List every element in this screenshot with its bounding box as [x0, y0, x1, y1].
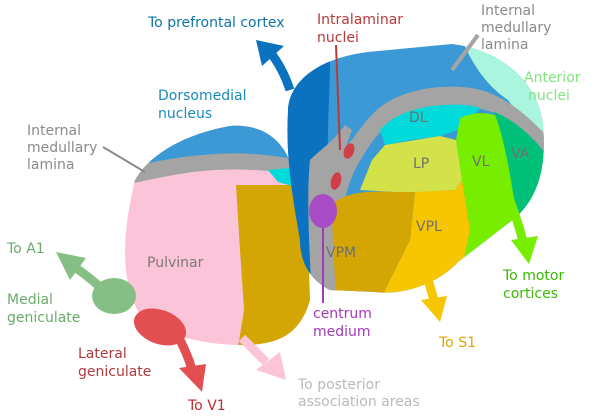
- intralaminar-label-line2: nuclei: [317, 30, 359, 46]
- lateral-geniculate-label-line2: geniculate: [78, 364, 151, 380]
- vpl-region: [380, 180, 470, 293]
- intralaminar-nucleus-lower: [330, 172, 342, 190]
- lamina-band-right: [330, 86, 544, 210]
- to-posterior-label-line1: To posterior: [297, 377, 380, 393]
- arrow-motor: [505, 198, 538, 264]
- dorsomedial-label-line1: Dorsomedial: [158, 88, 246, 104]
- lateral-geniculate-nucleus: [133, 308, 187, 346]
- centrum-medium-nucleus: [309, 194, 337, 228]
- medial-geniculate-nucleus: [92, 278, 136, 314]
- vpl-label: VPL: [416, 219, 442, 235]
- to-posterior-label-line2: association areas: [298, 394, 420, 410]
- to-a1-label: To A1: [6, 241, 45, 257]
- lp-label: LP: [413, 156, 429, 172]
- to-motor-label-line1: To motor: [502, 268, 564, 284]
- iml-left-label-line2: medullary: [27, 140, 97, 156]
- lp-region: [360, 136, 462, 192]
- dorsomedial-label-line2: nucleus: [158, 106, 212, 122]
- medial-geniculate-label-line1: Medial: [7, 292, 53, 308]
- iml-top-label-line3: lamina: [481, 37, 528, 53]
- iml-left-label-line3: lamina: [27, 157, 74, 173]
- lateral-geniculate-label-line1: Lateral: [78, 346, 127, 362]
- anterior-label-line2: nuclei: [528, 88, 570, 104]
- arrow-posterior: [238, 334, 286, 380]
- centrum-medium-label-line1: centrum: [313, 306, 372, 322]
- vpm-label: VPM: [326, 245, 356, 261]
- pulvinar-label: Pulvinar: [147, 255, 204, 271]
- centrum-medium-label-line2: medium: [313, 324, 371, 340]
- medial-geniculate-label-line2: geniculate: [7, 310, 80, 326]
- intralaminar-nucleus-upper: [343, 143, 355, 159]
- arrow-v1: [175, 337, 206, 392]
- to-prefrontal-label: To prefrontal cortex: [147, 15, 285, 31]
- iml-left-leader: [102, 146, 146, 173]
- vpm-region: [330, 191, 415, 293]
- iml-top-label-line2: medullary: [481, 20, 551, 36]
- dl-region: [380, 104, 480, 145]
- anterior-label-line1: Anterior: [524, 70, 581, 86]
- arrow-s1: [421, 274, 447, 322]
- dl-label: DL: [409, 110, 428, 126]
- to-motor-label-line2: cortices: [503, 286, 558, 302]
- iml-top-leader: [450, 33, 480, 72]
- va-label: VA: [511, 146, 530, 162]
- to-v1-label: To V1: [187, 398, 226, 414]
- intralaminar-leader: [335, 44, 341, 151]
- intralaminar-label-line1: Intralaminar: [317, 12, 403, 28]
- iml-left-label-line1: Internal: [27, 123, 81, 139]
- dl-sliver: [268, 168, 292, 186]
- dorsomedial-region: [125, 125, 300, 170]
- arrow-prefrontal: [256, 40, 295, 92]
- vl-label: VL: [472, 154, 490, 170]
- iml-top-label-line1: Internal: [481, 3, 535, 19]
- to-s1-label: To S1: [438, 335, 476, 351]
